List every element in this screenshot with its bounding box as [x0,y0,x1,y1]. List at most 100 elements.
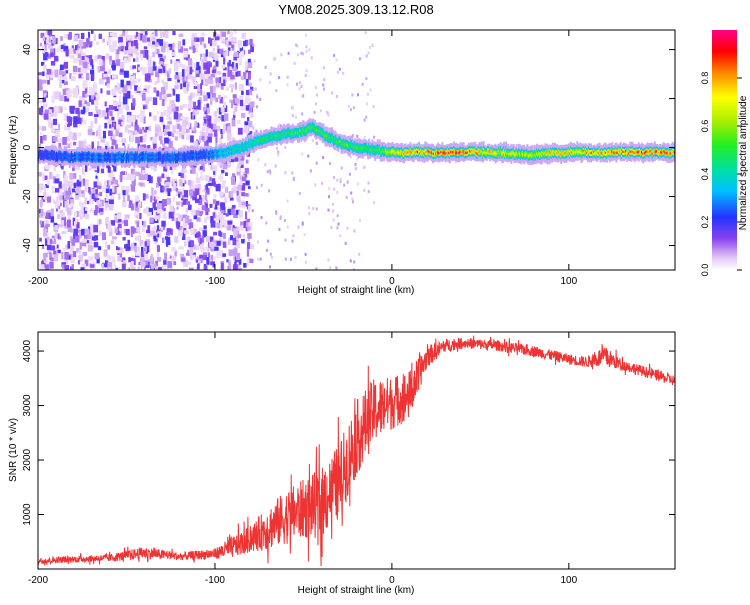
spectrogram-noise-cell [228,41,232,46]
spectrogram-noise-cell [75,234,80,243]
ridge-core-cell [360,147,363,150]
spectrogram-noise-cell [156,203,162,209]
ridge-core-cell [585,151,588,155]
snr-x-tick-label: -200 [28,575,48,586]
spectrogram-noise-cell [95,94,100,100]
spectrogram-noise-cell [200,73,204,80]
spectrogram-noise-cell [90,73,95,81]
spectrogram-noise-cell [152,115,158,121]
spectrogram-noise-cell [46,36,51,41]
spectrogram-noise-cell [114,228,119,234]
ridge-core-cell [651,152,654,155]
spectrogram-noise-cell [79,210,84,217]
ridge-core-cell [107,155,109,159]
spectrogram-noise-cell [73,173,77,179]
spectrogram-noise-cell [162,199,167,206]
spectrogram-noise-cell [63,171,66,179]
spectrogram-noise-cell [237,70,241,77]
ridge-core-cell [331,136,333,139]
spectrogram-noise-cell [45,212,49,219]
spectrogram-noise-cell [165,232,170,236]
spectrogram-noise-cell [186,83,189,91]
spectrogram-noise-cell [111,236,117,240]
spectrogram-noise-cell [251,209,254,213]
ridge-core-cell [109,156,112,160]
spectrogram-noise-cell [230,235,233,241]
spectrogram-noise-cell [115,59,121,66]
ridge-core-cell [646,150,649,153]
ridge-core-cell [233,148,236,151]
spectrogram-noise-cell [79,175,82,182]
spectrogram-noise-cell [185,128,190,133]
spectrogram-noise-cell [217,163,221,167]
spectrogram-noise-cell [106,224,109,229]
spectrogram-noise-cell [208,252,210,257]
spectrogram-noise-cell [222,164,228,170]
spectrogram-noise-cell [249,107,253,113]
spectrogram-noise-cell [89,199,94,205]
spectrogram-noise-cell [199,259,203,263]
spectrogram-noise-cell [127,239,130,248]
spectrogram-noise-cell [197,140,200,145]
spectrogram-noise-cell [171,216,175,222]
ridge-core-cell [112,156,115,159]
spectrogram-noise-cell [82,252,88,256]
spectrogram-noise-cell [203,104,209,111]
ridge-core-cell [70,154,73,158]
spectrogram-noise-cell [65,244,70,250]
ridge-core-cell [424,150,427,153]
spectrogram-noise-cell [189,66,193,75]
spectrogram-noise-cell [212,199,216,204]
spectrogram-noise-cell [187,249,190,254]
spectrogram-noise-cell [159,116,164,123]
ridge-core-cell [156,155,159,159]
spectrogram-noise-cell [213,169,216,175]
spectrogram-noise-cell [99,78,104,85]
spectrogram-noise-cell [369,88,372,92]
spectrogram-noise-cell [250,244,255,250]
spectrogram-noise-cell [349,259,352,263]
spectrogram-noise-cell [179,179,183,187]
spectrogram-noise-cell [146,229,151,233]
ridge-core-cell [524,153,527,157]
spectrogram-noise-cell [138,32,143,38]
ridge-core-cell [126,157,129,160]
spectrogram-noise-cell [57,106,62,114]
spectrogram-noise-cell [219,49,224,55]
spectrogram-noise-cell [202,255,207,261]
spectrogram-noise-cell [77,53,83,59]
spectrogram-noise-cell [56,47,59,53]
ridge-core-cell [60,154,63,158]
spectrogram-noise-cell [81,141,87,149]
spectrogram-noise-cell [157,267,162,270]
spectrogram-noise-cell [344,241,347,245]
spectrogram-noise-cell [203,225,207,230]
spectrogram-noise-cell [67,214,71,220]
spectrogram-noise-cell [195,70,200,78]
spectrogram-noise-cell [182,188,185,192]
spectrogram-noise-cell [68,89,73,97]
spectrogram-noise-cell [340,166,343,170]
spectrogram-noise-cell [352,268,355,270]
spectrogram-noise-cell [191,167,196,174]
spectrogram-noise-cell [141,144,147,148]
spectrogram-noise-cell [333,53,336,57]
spectrogram-noise-cell [78,59,83,66]
spectrogram-noise-cell [121,121,124,126]
spectrogram-noise-cell [159,92,162,100]
spectrogram-noise-cell [46,68,52,75]
spectrogram-noise-cell [151,37,156,42]
spectrogram-noise-cell [172,31,176,36]
spectrogram-noise-cell [193,228,197,235]
spectrogram-noise-cell [127,54,131,62]
spectrogram-noise-cell [235,240,241,249]
spectrogram-noise-cell [59,80,62,88]
spectrogram-noise-cell [247,61,253,69]
spectrogram-noise-cell [205,199,208,204]
spectrogram-noise-cell [205,115,209,119]
ridge-core-cell [281,133,284,136]
ridge-core-cell [305,129,308,132]
spectrogram-noise-cell [190,228,195,234]
spectrogram-noise-cell [80,46,83,54]
spectrogram-noise-cell [371,43,374,47]
